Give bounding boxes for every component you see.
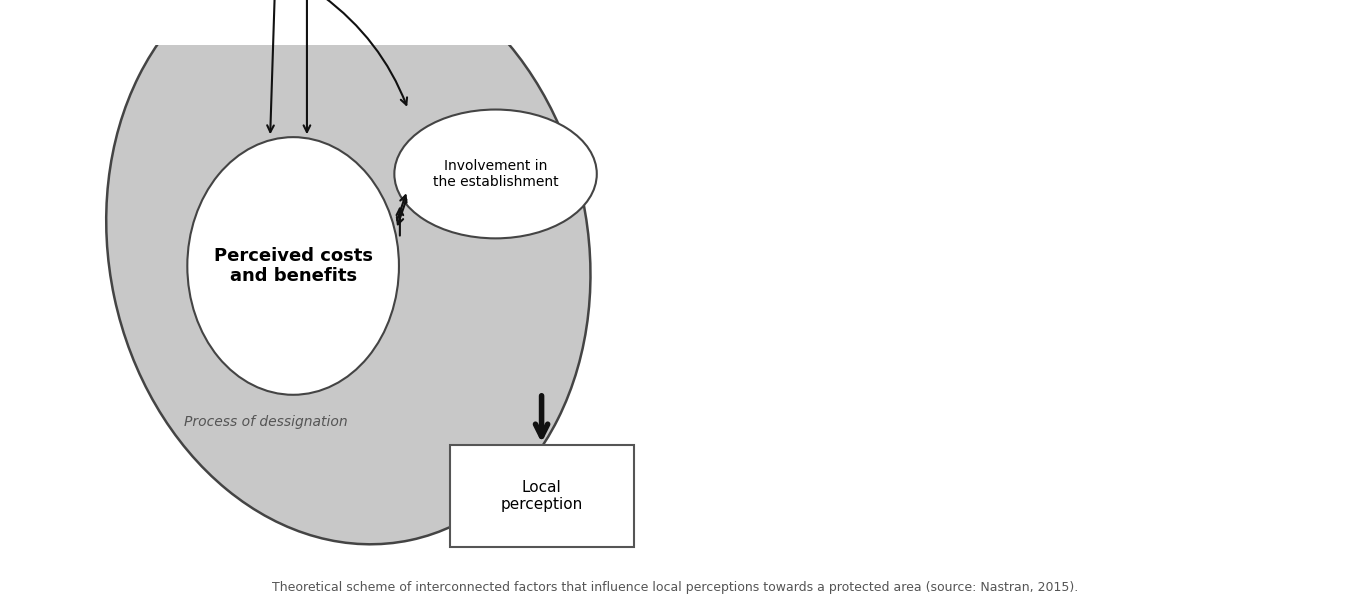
Text: Process of dessignation: Process of dessignation (184, 415, 347, 430)
Ellipse shape (188, 137, 400, 395)
Text: Involvement in
the establishment: Involvement in the establishment (433, 159, 559, 189)
FancyBboxPatch shape (450, 445, 633, 547)
Text: Perceived costs
and benefits: Perceived costs and benefits (213, 247, 373, 286)
Ellipse shape (394, 110, 597, 238)
Text: Local
perception: Local perception (501, 480, 583, 512)
Text: Theoretical scheme of interconnected factors that influence local perceptions to: Theoretical scheme of interconnected fac… (271, 581, 1079, 594)
Ellipse shape (107, 0, 590, 544)
